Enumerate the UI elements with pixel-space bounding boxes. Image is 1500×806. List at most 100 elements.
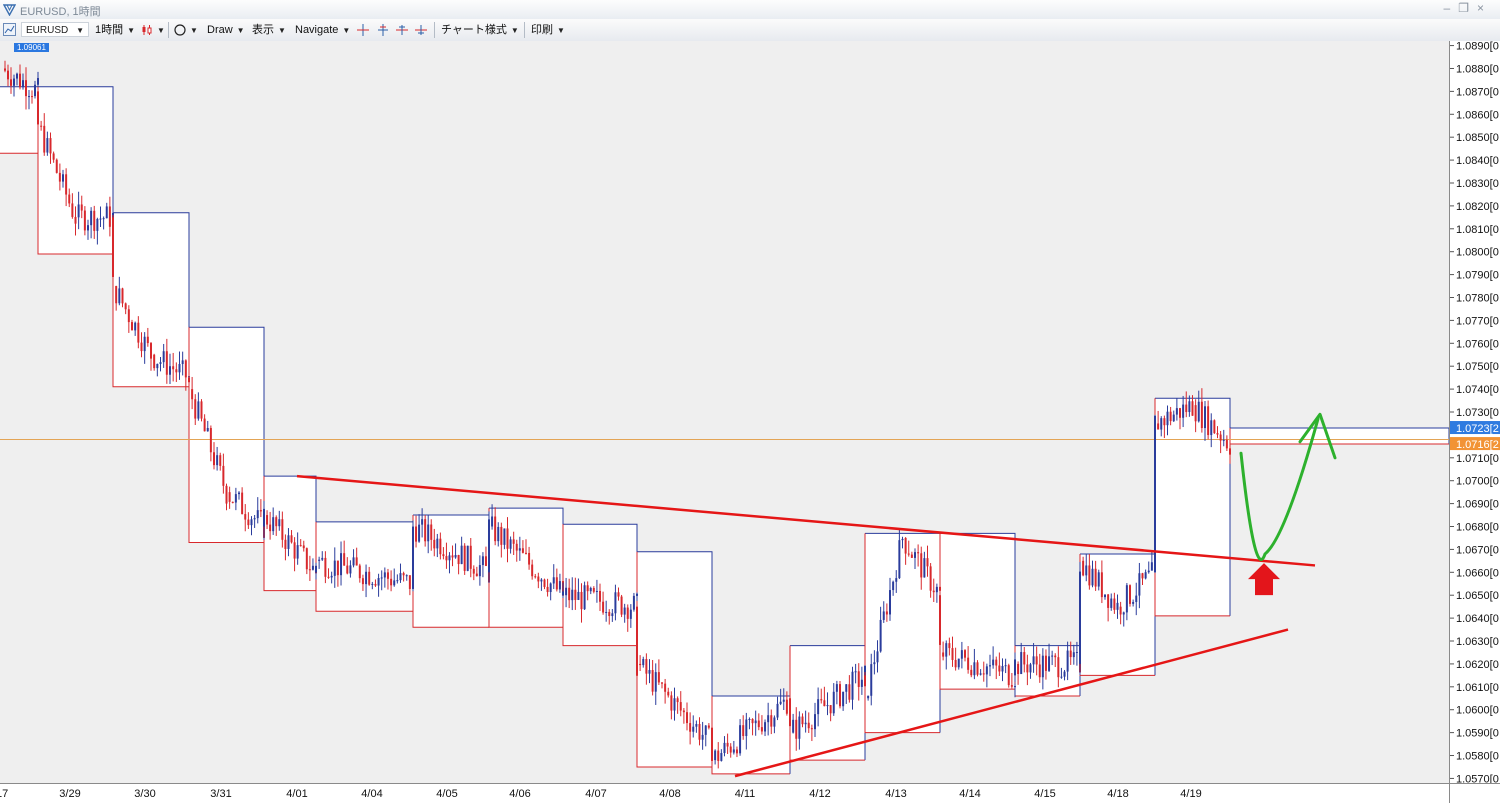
candle-type-menu[interactable]: ▼	[141, 19, 165, 41]
display-menu-label: 表示	[252, 24, 274, 36]
candlestick	[617, 587, 620, 601]
candlestick	[1100, 560, 1103, 604]
price-tick-label: 1.0680[0	[1456, 522, 1499, 534]
candle-body	[238, 492, 240, 495]
candle-body	[253, 518, 256, 520]
price-chart[interactable]	[0, 41, 1449, 783]
price-tick-label: 1.0880[0	[1456, 63, 1499, 75]
price-tick-label: 1.0640[0	[1456, 613, 1499, 625]
candle-body	[1132, 601, 1135, 604]
minimize-icon[interactable]: –	[1443, 1, 1459, 15]
current-price-upper: 1.0723[2	[1456, 423, 1499, 435]
candlestick	[1069, 641, 1072, 665]
candle-body	[37, 91, 39, 125]
projection-arrow	[1239, 417, 1320, 561]
candlestick	[667, 687, 670, 698]
candle-body	[623, 607, 626, 615]
candlestick	[37, 71, 39, 88]
daily-high-line	[1155, 397, 1231, 616]
time-axis[interactable]: 17 3/29 3/30 3/31 4/01 4/04 4/05 4/06 4/07 4/08 4/…	[0, 783, 1449, 803]
chart-plot-area[interactable]	[0, 41, 1449, 783]
candle-body	[349, 565, 352, 574]
candle-body	[695, 724, 698, 727]
chart-window-icon[interactable]	[3, 23, 16, 36]
candlestick	[552, 564, 555, 590]
candlestick	[118, 276, 121, 306]
candle-body	[1004, 665, 1007, 667]
close-icon[interactable]: ×	[1476, 1, 1492, 15]
crosshair-icon[interactable]	[356, 23, 370, 37]
zoom-out-icon[interactable]	[414, 23, 428, 37]
candlestick	[998, 652, 1001, 676]
candle-body	[22, 80, 24, 88]
candlestick	[396, 574, 399, 584]
candle-body	[263, 508, 265, 527]
candlestick	[424, 515, 427, 547]
candlestick	[1122, 611, 1125, 627]
candlestick	[1204, 401, 1206, 441]
candle-body	[748, 718, 751, 720]
candlestick	[281, 511, 284, 548]
candlestick	[1169, 406, 1172, 426]
candlestick	[892, 580, 895, 596]
display-menu[interactable]: 表示 ▼	[252, 19, 286, 41]
candlestick	[454, 543, 457, 559]
candle-body	[1222, 439, 1225, 441]
candle-body	[767, 715, 770, 723]
symbol-select[interactable]: EURUSD ▼	[21, 22, 89, 37]
daily-high-line	[637, 551, 713, 767]
candlestick	[817, 687, 820, 727]
candle-body	[1194, 405, 1197, 422]
candle-body	[745, 719, 748, 737]
candle-body	[433, 539, 436, 549]
candle-body	[457, 555, 460, 565]
candle-body	[701, 734, 704, 740]
candle-body	[40, 125, 43, 127]
candlestick	[907, 540, 910, 557]
candlestick	[253, 514, 256, 528]
candle-body	[7, 70, 9, 80]
zoom-in-icon[interactable]	[395, 23, 409, 37]
crosshair-alt-icon[interactable]	[376, 23, 390, 37]
navigate-menu[interactable]: Navigate ▼	[295, 19, 350, 41]
daily-high-line	[940, 532, 1016, 690]
candle-body	[281, 519, 284, 540]
candlestick	[732, 740, 735, 755]
candlestick	[614, 584, 617, 621]
candle-body	[583, 585, 586, 610]
candle-body	[77, 204, 80, 218]
candle-body	[390, 578, 393, 586]
candlestick	[720, 749, 723, 762]
candle-body	[636, 606, 638, 676]
candle-body	[885, 611, 888, 615]
candlestick	[62, 169, 64, 188]
candle-body	[546, 586, 549, 593]
candle-body	[1185, 404, 1188, 413]
candlestick	[380, 570, 383, 591]
timeframe-menu[interactable]: 1時間 ▼	[95, 19, 135, 41]
candlestick	[247, 512, 250, 529]
candle-body	[873, 662, 876, 665]
chart-style-menu[interactable]: チャート様式 ▼	[441, 19, 519, 41]
candle-body	[156, 363, 159, 369]
candlestick	[327, 568, 330, 579]
restore-icon[interactable]: ❐	[1458, 1, 1477, 15]
candlestick	[1082, 556, 1085, 577]
candlestick	[371, 581, 374, 590]
price-axis[interactable]: 1.0890[0 1.0880[0 1.0870[0 1.0860[0 1.0850[0…	[1449, 41, 1500, 785]
candlestick	[405, 574, 408, 581]
draw-menu[interactable]: Draw ▼	[207, 19, 245, 41]
candle-body	[810, 728, 813, 730]
candle-body	[639, 663, 642, 666]
candle-body	[418, 524, 421, 542]
candlestick	[430, 519, 433, 551]
circle-tool-menu[interactable]: ▼	[174, 19, 198, 41]
time-tick-label: 4/12	[809, 788, 830, 800]
price-tick-label: 1.0760[0	[1456, 338, 1499, 350]
candlestick	[150, 341, 152, 371]
candle-body	[1204, 406, 1206, 429]
candlestick	[654, 663, 657, 705]
print-menu[interactable]: 印刷 ▼	[531, 19, 565, 41]
time-tick-label: 17	[0, 788, 8, 800]
candle-body	[732, 749, 735, 753]
